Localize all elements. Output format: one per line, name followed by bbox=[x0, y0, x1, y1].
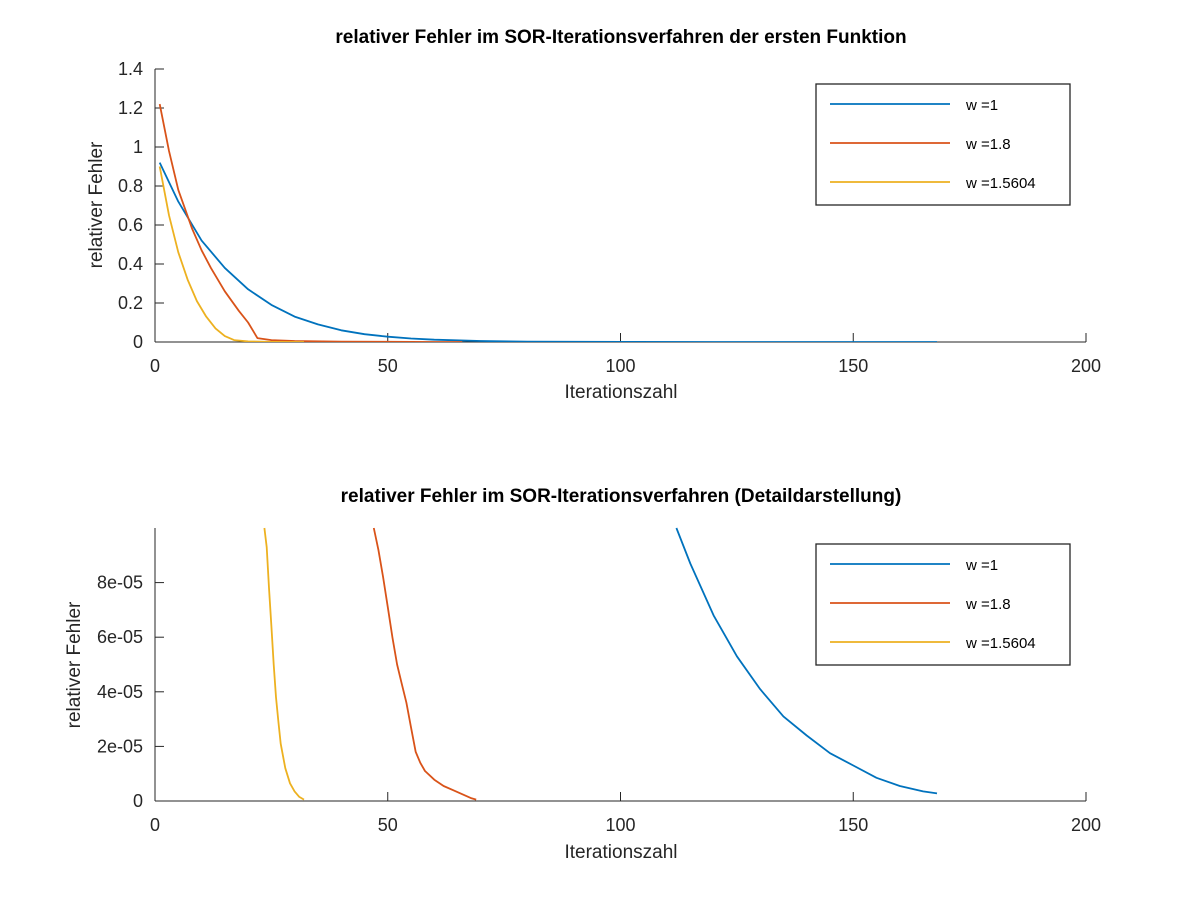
series-line-3 bbox=[263, 527, 305, 801]
legend: w =1 w =1.8 w =1.5604 bbox=[815, 83, 1071, 206]
series-line-1 bbox=[675, 527, 938, 795]
chart-bottom: relativer Fehler im SOR-Iterationsverfah… bbox=[64, 486, 1101, 863]
y-tick-label: 1.2 bbox=[118, 98, 143, 118]
legend-entry-label: w =1.8 bbox=[965, 596, 1011, 613]
y-axis-label: relativer Fehler bbox=[86, 141, 107, 268]
series-group bbox=[158, 103, 937, 342]
series-line-1 bbox=[158, 162, 937, 342]
y-tick-label: 0.4 bbox=[118, 254, 143, 274]
legend-entry-label: w =1 bbox=[965, 557, 998, 574]
plot-area: 0 50 100 150 200 0 0.2 0.4 0.6 0.8 1 1.2 1.4 bbox=[118, 59, 1101, 376]
series-line-3 bbox=[158, 166, 305, 342]
y-tick-label: 4e-05 bbox=[97, 682, 143, 702]
y-tick-label: 0.2 bbox=[118, 293, 143, 313]
y-tick-label: 0.8 bbox=[118, 176, 143, 196]
x-tick-label: 0 bbox=[150, 815, 160, 835]
x-tick-label: 50 bbox=[378, 815, 398, 835]
legend-entry-label: w =1.5604 bbox=[965, 635, 1036, 652]
y-tick-label: 1 bbox=[133, 137, 143, 157]
series-line-2 bbox=[372, 527, 477, 801]
x-tick-label: 200 bbox=[1071, 356, 1101, 376]
series-group bbox=[263, 527, 938, 801]
y-tick-label: 0 bbox=[133, 791, 143, 811]
x-axis-label: Iterationszahl bbox=[564, 382, 677, 403]
y-tick-label: 1.4 bbox=[118, 59, 143, 79]
y-tick-label: 6e-05 bbox=[97, 627, 143, 647]
y-tick-label: 0 bbox=[133, 332, 143, 352]
x-tick-label: 100 bbox=[605, 356, 635, 376]
chart-top: relativer Fehler im SOR-Iterationsverfah… bbox=[86, 27, 1101, 403]
series-line-2 bbox=[158, 103, 463, 342]
legend-entry-label: w =1.8 bbox=[965, 136, 1011, 153]
y-axis-label: relativer Fehler bbox=[64, 601, 85, 728]
plot-area: 0 50 100 150 200 0 2e-05 4e-05 6e-05 8e-05 bbox=[97, 527, 1101, 835]
y-tick-label: 8e-05 bbox=[97, 573, 143, 593]
x-tick-label: 200 bbox=[1071, 815, 1101, 835]
y-tick-label: 2e-05 bbox=[97, 736, 143, 756]
legend-entry-label: w =1 bbox=[965, 97, 998, 114]
chart-title: relativer Fehler im SOR-Iterationsverfah… bbox=[335, 27, 906, 48]
x-tick-label: 0 bbox=[150, 356, 160, 376]
x-axis-label: Iterationszahl bbox=[564, 842, 677, 863]
x-tick-label: 50 bbox=[378, 356, 398, 376]
y-tick-label: 0.6 bbox=[118, 215, 143, 235]
legend: w =1 w =1.8 w =1.5604 bbox=[815, 543, 1071, 666]
chart-title: relativer Fehler im SOR-Iterationsverfah… bbox=[341, 486, 902, 507]
legend-entry-label: w =1.5604 bbox=[965, 175, 1036, 192]
x-tick-label: 100 bbox=[605, 815, 635, 835]
x-tick-label: 150 bbox=[838, 815, 868, 835]
x-tick-label: 150 bbox=[838, 356, 868, 376]
